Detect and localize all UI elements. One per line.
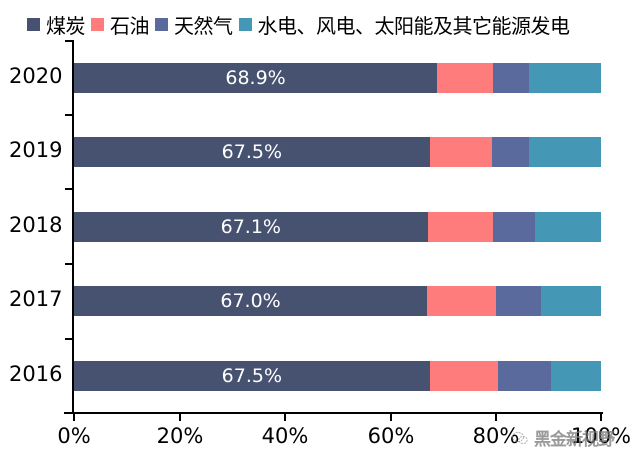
bar-2017: 67.0% xyxy=(74,286,601,316)
x-axis-tick xyxy=(73,412,75,421)
legend-item-gas: 天然气 xyxy=(155,10,233,39)
y-axis-tick xyxy=(65,263,74,265)
bar-segment-oil xyxy=(437,63,493,93)
bar-segment-gas xyxy=(492,63,529,93)
x-tick-label: 40% xyxy=(261,424,309,448)
watermark-text: 黑金新视野 xyxy=(534,430,615,450)
bar-segment-coal: 67.1% xyxy=(74,212,428,242)
bar-segment-coal: 67.0% xyxy=(74,286,428,316)
bar-segment-renewables xyxy=(540,286,601,316)
x-axis xyxy=(64,412,603,414)
y-tick-label: 2019 xyxy=(9,138,63,162)
bar-2019: 67.5% xyxy=(74,137,601,167)
bar-segment-oil xyxy=(429,361,499,391)
legend-item-renewables: 水电、风电、太阳能及其它能源发电 xyxy=(238,10,571,39)
data-label: 68.9% xyxy=(225,67,286,89)
x-axis-tick xyxy=(390,412,392,421)
data-label: 67.0% xyxy=(220,290,281,312)
bar-segment-coal: 67.5% xyxy=(74,137,430,167)
legend-label: 水电、风电、太阳能及其它能源发电 xyxy=(257,13,571,38)
wechat-icon xyxy=(512,431,528,444)
bar-segment-coal: 67.5% xyxy=(74,361,430,391)
legend-swatch-icon xyxy=(155,17,168,31)
bar-segment-gas xyxy=(498,361,551,391)
bar-segment-oil xyxy=(427,212,493,242)
x-axis-tick xyxy=(600,412,602,421)
legend-swatch-icon xyxy=(91,17,104,31)
y-axis-tick xyxy=(65,40,74,42)
bar-segment-gas xyxy=(491,137,529,167)
x-axis-tick xyxy=(495,412,497,421)
y-axis xyxy=(72,40,74,414)
y-tick-label: 2020 xyxy=(9,64,63,88)
legend-swatch-icon xyxy=(27,17,40,31)
bar-segment-renewables xyxy=(535,212,601,242)
bar-segment-oil xyxy=(429,137,492,167)
bar-segment-renewables xyxy=(528,63,601,93)
bar-segment-gas xyxy=(496,286,541,316)
x-tick-label: 20% xyxy=(156,424,204,448)
bar-segment-renewables xyxy=(528,137,601,167)
bar-2016: 67.5% xyxy=(74,361,601,391)
bar-segment-coal: 68.9% xyxy=(74,63,438,93)
x-axis-tick xyxy=(179,412,181,421)
data-label: 67.5% xyxy=(221,365,283,387)
x-tick-label: 60% xyxy=(367,424,415,448)
y-axis-tick xyxy=(65,338,74,340)
legend-item-coal: 煤炭 xyxy=(27,10,86,39)
y-axis-tick xyxy=(65,188,74,190)
bar-segment-gas xyxy=(492,212,536,242)
legend-label: 石油 xyxy=(110,13,150,38)
x-tick-label: 100% xyxy=(570,424,632,448)
x-axis-tick xyxy=(284,412,286,421)
y-tick-label: 2017 xyxy=(9,287,63,311)
y-tick-label: 2016 xyxy=(9,362,63,386)
bar-2018: 67.1% xyxy=(74,212,601,242)
y-axis-tick xyxy=(65,114,74,116)
x-tick-label: 80% xyxy=(472,424,520,448)
y-tick-label: 2018 xyxy=(9,213,63,237)
bar-2020: 68.9% xyxy=(74,63,601,93)
legend-label: 煤炭 xyxy=(46,13,86,38)
legend-item-oil: 石油 xyxy=(91,10,150,39)
chart-legend: 煤炭 石油 天然气 水电、风电、太阳能及其它能源发电 xyxy=(27,9,576,39)
legend-label: 天然气 xyxy=(174,13,233,38)
bar-segment-oil xyxy=(427,286,497,316)
bar-segment-renewables xyxy=(550,361,601,391)
data-label: 67.1% xyxy=(220,216,281,238)
legend-swatch-icon xyxy=(238,17,252,31)
watermark: 黑金新视野 xyxy=(512,425,615,450)
data-label: 67.5% xyxy=(221,141,283,163)
x-tick-label: 0% xyxy=(57,424,91,448)
